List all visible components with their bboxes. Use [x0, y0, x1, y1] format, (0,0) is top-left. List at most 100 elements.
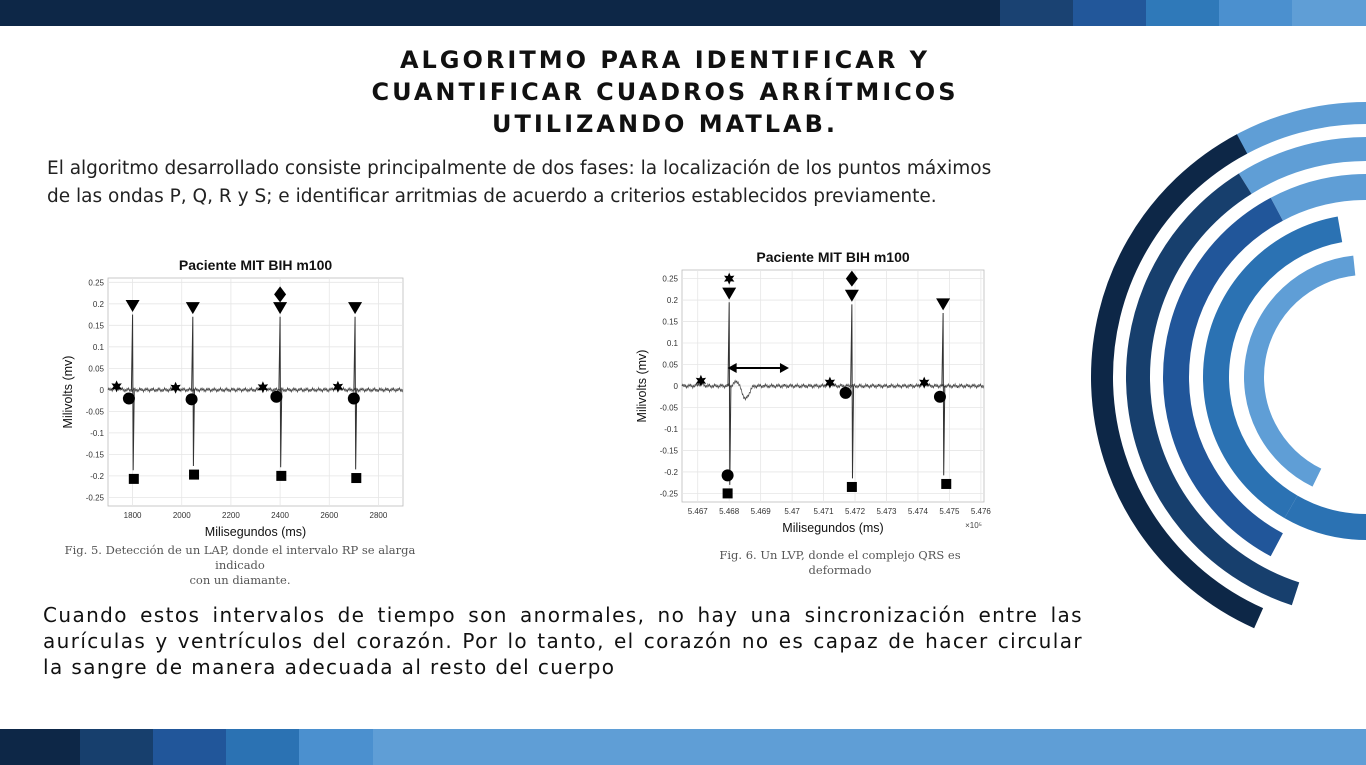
q-wave-circle-marker	[347, 392, 360, 405]
q-wave-circle-marker	[721, 469, 734, 482]
s-wave-square-marker	[189, 469, 200, 480]
y-tick-label: 0.1	[667, 339, 679, 348]
r-wave-triangle-marker	[125, 299, 140, 312]
x-tick-label: 5.469	[751, 507, 772, 516]
y-tick-label: -0.15	[86, 450, 105, 459]
p-wave-star-marker	[111, 380, 122, 393]
bottom-color-bar	[0, 729, 1366, 765]
intro-line-1: El algoritmo desarrollado consiste princ…	[47, 158, 992, 179]
arc-ring	[1163, 197, 1283, 557]
arc-ring	[1203, 216, 1343, 519]
arc-ring	[1238, 137, 1366, 194]
chart-title: Paciente MIT BIH m100	[756, 249, 909, 265]
intro-paragraph: El algoritmo desarrollado consiste princ…	[47, 155, 1107, 211]
arc-ring	[1244, 255, 1356, 487]
y-tick-label: -0.15	[660, 446, 679, 455]
arc-ring	[1228, 102, 1366, 158]
y-tick-label: 0	[100, 386, 105, 395]
qrs-complex	[850, 304, 855, 479]
arc-ring	[1091, 134, 1264, 629]
x-axis-label: Milisegundos (ms)	[782, 521, 883, 535]
s-wave-square-marker	[276, 470, 287, 481]
r-wave-triangle-marker	[273, 302, 288, 315]
y-tick-label: 0.2	[93, 300, 105, 309]
x-tick-label: 5.475	[939, 507, 960, 516]
top-bar-segment	[1000, 0, 1073, 26]
y-tick-label: -0.1	[90, 429, 104, 438]
y-tick-label: 0.05	[662, 361, 678, 370]
arc-ring	[1270, 174, 1366, 221]
qrs-complex	[278, 316, 283, 468]
x-tick-label: 5.47	[784, 507, 800, 516]
concentric-arcs-decoration	[1091, 102, 1366, 629]
ecg-baseline-trace	[107, 384, 404, 394]
r-wave-triangle-marker	[185, 302, 200, 315]
x-tick-label: 2000	[173, 511, 191, 520]
title-line-1: ALGORITMO PARA IDENTIFICAR Y	[399, 46, 931, 74]
bottom-bar-segment	[153, 729, 226, 765]
y-tick-label: -0.05	[86, 407, 105, 416]
y-axis-label: Milivolts (mv)	[61, 356, 75, 429]
figure-5-caption-line-2: con un diamante.	[189, 573, 291, 587]
p-wave-star-marker	[695, 374, 707, 387]
figure-6-caption-line-2: deformado	[808, 563, 872, 577]
ecg-chart-lap: 1800 2000 2200 2400 2600 2800 0.25 0.2 0.15 0.1 0.…	[61, 257, 404, 539]
arc-group	[1091, 102, 1366, 629]
bottom-bar-segment	[0, 729, 80, 765]
x-tick-label: 2800	[370, 511, 388, 520]
bottom-bar-segment	[226, 729, 299, 765]
y-tick-label: -0.25	[660, 489, 679, 498]
diamond-marker	[274, 286, 287, 303]
r-wave-triangle-marker	[844, 289, 859, 302]
arc-ring	[1126, 173, 1300, 606]
q-wave-circle-marker	[839, 386, 852, 399]
ecg-chart-lvp: 5.467 5.468 5.469 5.47 5.471 5.472 5.473 5.474 5…	[636, 249, 992, 535]
qrs-complex	[727, 302, 732, 485]
qrs-complex	[130, 314, 135, 471]
figure-5-caption: Fig. 5. Detección de un LAP, donde el in…	[50, 543, 430, 588]
figure-6-chart: 5.467 5.468 5.469 5.47 5.471 5.472 5.473 5.474 5…	[636, 244, 996, 539]
bottom-bar-segment	[299, 729, 373, 765]
q-wave-circle-marker	[933, 390, 946, 403]
chart-title: Paciente MIT BIH m100	[179, 257, 332, 273]
x-tick-label: 2600	[320, 511, 338, 520]
top-bar-segment	[1146, 0, 1219, 26]
y-tick-label: -0.05	[660, 403, 679, 412]
x-tick-label: 5.474	[908, 507, 929, 516]
title-line-3: UTILIZANDO MATLAB.	[492, 110, 838, 138]
p-wave-star-marker	[257, 381, 269, 394]
x-tick-label: 5.468	[719, 507, 740, 516]
figure-6-caption: Fig. 6. Un LVP, donde el complejo QRS es…	[690, 548, 990, 578]
y-tick-label: 0.25	[662, 275, 678, 284]
bottom-bar-segment	[373, 729, 1366, 765]
x-tick-label: 5.476	[971, 507, 992, 516]
top-bar-segment	[500, 0, 1000, 26]
x-tick-label: 5.473	[876, 507, 897, 516]
conclusion-paragraph: Cuando estos intervalos de tiempo son an…	[43, 603, 1083, 679]
diamond-marker	[845, 270, 858, 287]
arc-ring	[1284, 495, 1366, 540]
x-tick-label: 5.467	[688, 507, 709, 516]
s-wave-square-marker	[846, 481, 857, 492]
bottom-bar-segment	[80, 729, 153, 765]
y-tick-label: 0.1	[93, 343, 105, 352]
y-tick-label: 0.05	[88, 364, 104, 373]
q-wave-circle-marker	[270, 390, 283, 403]
star-marker	[724, 272, 735, 285]
x-tick-label: 5.471	[814, 507, 835, 516]
figure-6-caption-line-1: Fig. 6. Un LVP, donde el complejo QRS es	[719, 548, 961, 562]
r-wave-triangle-marker	[722, 287, 737, 300]
y-tick-label: 0	[674, 382, 679, 391]
top-bar-segment	[1073, 0, 1146, 26]
figure-5-caption-line-1: Fig. 5. Detección de un LAP, donde el in…	[64, 543, 416, 572]
s-wave-square-marker	[941, 478, 952, 489]
y-tick-label: -0.2	[90, 472, 104, 481]
y-tick-label: -0.1	[664, 425, 678, 434]
x-tick-label: 1800	[124, 511, 142, 520]
s-wave-square-marker	[128, 473, 139, 484]
y-tick-label: 0.15	[88, 321, 104, 330]
ecg-baseline-trace	[681, 379, 985, 402]
q-wave-circle-marker	[122, 392, 135, 405]
y-axis-label: Milivolts (mv)	[636, 350, 649, 423]
top-bar-segment	[1219, 0, 1292, 26]
